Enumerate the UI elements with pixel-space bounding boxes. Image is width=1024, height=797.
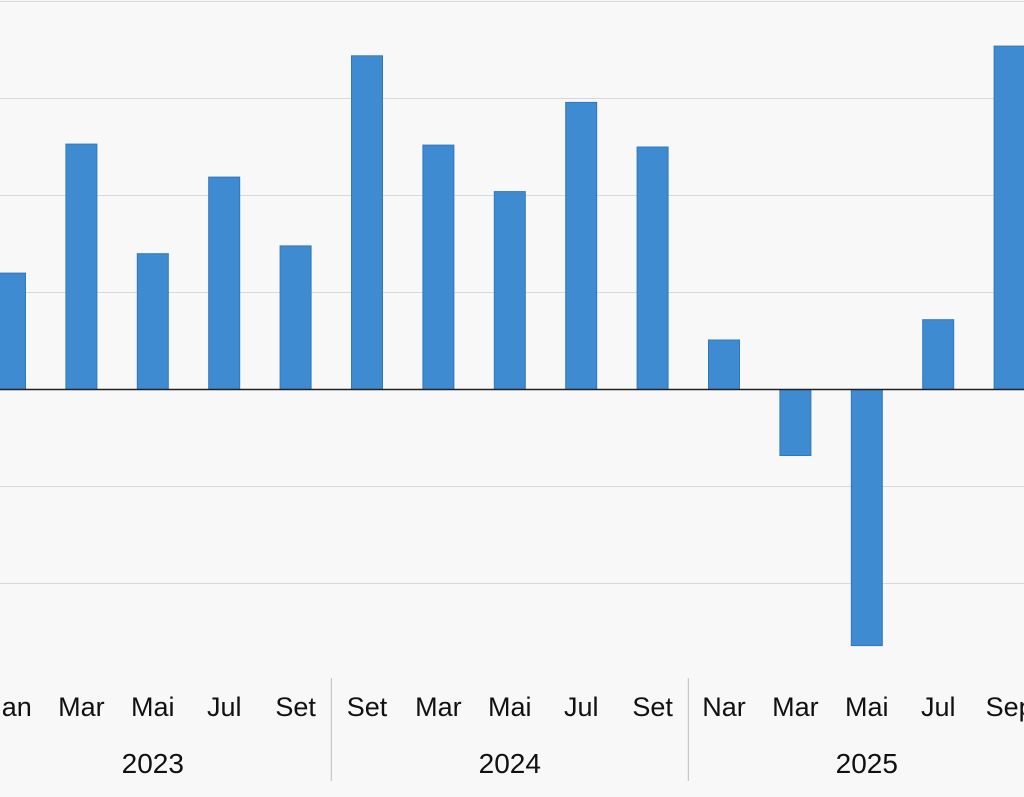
- bar-1: [65, 143, 98, 390]
- x-tick-label: Nar: [702, 692, 746, 722]
- x-tick-label: Set: [632, 692, 673, 722]
- bar-11: [779, 389, 812, 456]
- bar-14: [993, 45, 1024, 390]
- bar-13: [922, 319, 955, 391]
- bar-2: [136, 253, 169, 390]
- bar-6: [422, 144, 455, 390]
- x-tick-label: Mai: [845, 692, 889, 722]
- x-tick-label: Mar: [415, 692, 462, 722]
- x-tick-label: Mai: [131, 692, 175, 722]
- bar-9: [636, 146, 669, 390]
- x-tick-label: Mar: [58, 692, 105, 722]
- year-group-label: 2024: [479, 748, 541, 779]
- x-tick-label: Set: [347, 692, 388, 722]
- bar-3: [208, 176, 241, 390]
- bar-12: [850, 389, 883, 647]
- x-tick-label: Sep: [986, 692, 1024, 722]
- x-tick-label: Jan: [0, 692, 32, 722]
- x-axis: Jan Mar Mai Jul Set Set Mar Mai Jul Set Nar Mar Mai J…: [0, 678, 1024, 781]
- bars: [0, 45, 1024, 647]
- bar-7: [493, 191, 526, 390]
- x-tick-label: Set: [275, 692, 316, 722]
- bar-10: [708, 339, 740, 390]
- x-tick-label: Mai: [488, 692, 532, 722]
- year-group-label: 2023: [122, 748, 184, 779]
- bar-0: [0, 272, 26, 391]
- x-tick-label: Jul: [564, 692, 599, 722]
- x-tick-label: Jul: [921, 692, 956, 722]
- bar-4: [279, 245, 312, 390]
- x-tick-label: Jul: [207, 692, 242, 722]
- bar-8: [565, 101, 598, 391]
- year-group-label: 2025: [836, 748, 898, 779]
- x-tick-label: Mar: [772, 692, 819, 722]
- bar-5: [351, 55, 383, 391]
